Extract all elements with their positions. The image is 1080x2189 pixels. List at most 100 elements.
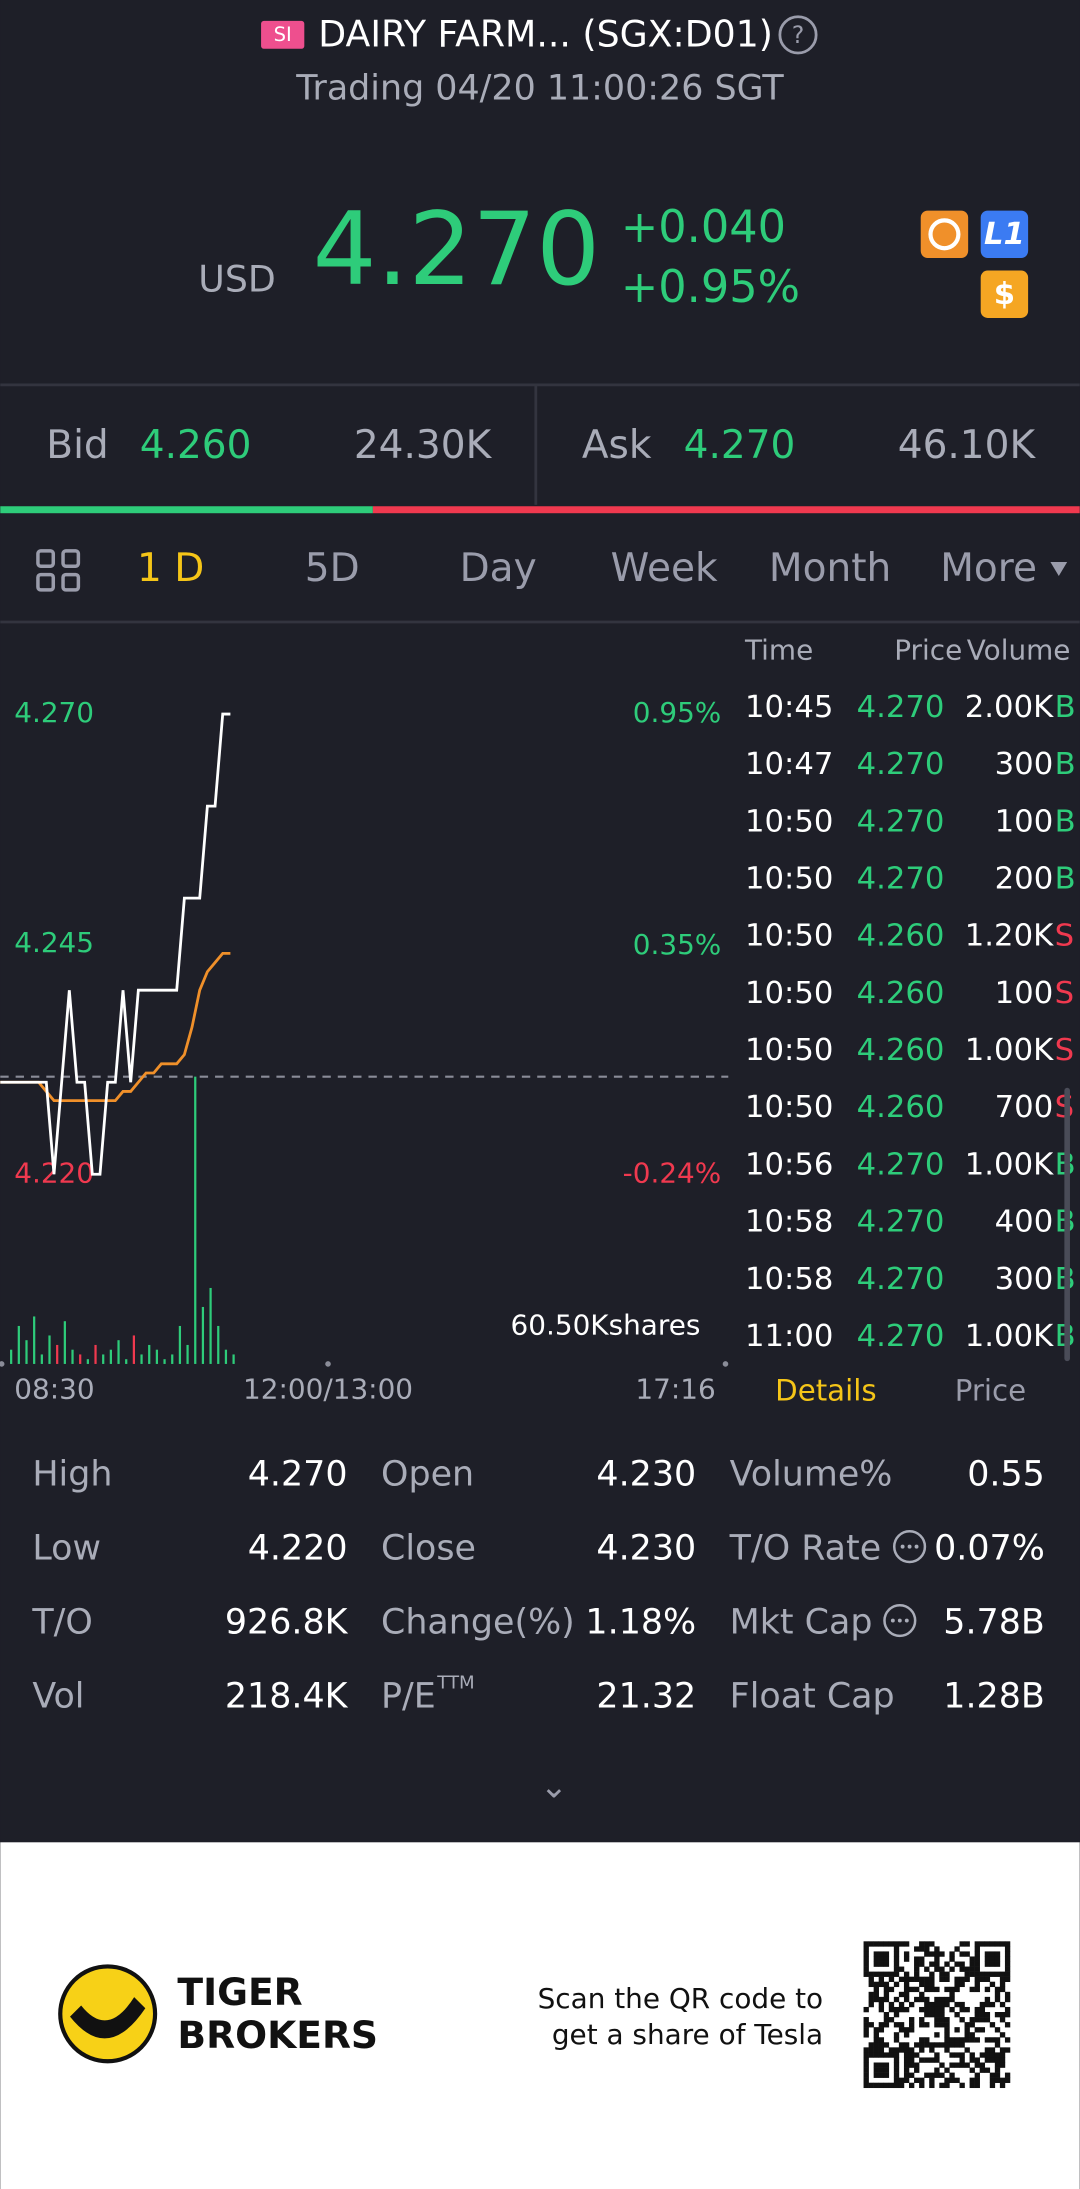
qr-cell	[903, 1956, 910, 1962]
trade-side: B	[1055, 862, 1076, 897]
trade-volume: 100	[995, 976, 1054, 1011]
qr-cell	[954, 2042, 960, 2048]
qr-cell	[979, 2062, 986, 2068]
qr-cell	[989, 1951, 996, 1957]
qr-cell	[914, 1986, 920, 1993]
detail-tab[interactable]: Details	[775, 1373, 876, 1407]
layout-icon[interactable]	[36, 549, 81, 592]
icon-glyph: $	[994, 277, 1015, 312]
qr-cell	[893, 1971, 900, 1977]
stat-label: T/O	[31, 1602, 92, 1642]
qr-cell	[863, 2032, 869, 2038]
period-tab[interactable]: More	[940, 546, 1037, 591]
qr-cell	[984, 1976, 991, 1982]
qr-cell	[1004, 1951, 1011, 1957]
qr-cell	[989, 1941, 996, 1947]
qr-cell	[914, 2077, 920, 2083]
volume-bar	[194, 1076, 197, 1364]
qr-cell	[984, 2067, 991, 2073]
period-tab[interactable]: Week	[611, 546, 718, 591]
qr-cell	[908, 1986, 915, 1993]
stat-value: 21.32	[596, 1676, 696, 1716]
info-icon[interactable]	[883, 1603, 917, 1638]
help-icon[interactable]	[778, 15, 818, 55]
qr-cell	[984, 1941, 991, 1947]
volume-bar	[109, 1349, 112, 1364]
qr-cell	[903, 2072, 910, 2078]
qr-cell	[939, 2072, 945, 2078]
trade-time: 10:50	[745, 1033, 833, 1068]
qr-cell	[908, 2017, 915, 2023]
qr-cell	[939, 1966, 945, 1972]
qr-cell	[934, 1946, 940, 1952]
detail-tab[interactable]: Price	[955, 1373, 1026, 1407]
period-tab[interactable]: Month	[769, 546, 891, 591]
trade-price: 4.260	[857, 976, 945, 1011]
qr-cell	[969, 1986, 975, 1993]
qr-cell	[989, 2001, 996, 2008]
qr-cell	[954, 2037, 960, 2043]
qr-cell	[863, 2082, 869, 2089]
icon[interactable]	[920, 210, 969, 259]
qr-cell	[929, 1971, 935, 1977]
icon[interactable]	[980, 210, 1029, 259]
footer-background	[0, 1842, 1080, 2189]
qr-cell	[868, 2052, 874, 2058]
qr-cell	[908, 2001, 915, 2008]
qr-cell	[924, 2006, 930, 2013]
qr-cell	[863, 1966, 869, 1972]
period-tab[interactable]: 1 D	[137, 546, 204, 591]
qr-cell	[863, 2072, 869, 2078]
qr-cell	[964, 2062, 970, 2068]
qr-code	[863, 1941, 1011, 2089]
qr-cell	[868, 1941, 874, 1947]
qr-cell	[919, 2047, 925, 2053]
period-tab[interactable]: Day	[460, 546, 537, 591]
period-tab[interactable]: 5D	[305, 546, 360, 591]
qr-cell	[893, 1981, 900, 1988]
qr-cell	[883, 2072, 890, 2078]
bid-price: 4.260	[140, 423, 252, 468]
qr-cell	[959, 1961, 965, 1967]
expand-chevron[interactable]: ⌄	[540, 1766, 568, 1805]
stat-value: 4.220	[248, 1528, 348, 1568]
qr-cell	[883, 1971, 890, 1977]
qr-cell	[999, 2017, 1006, 2023]
qr-cell	[908, 2057, 915, 2063]
qr-cell	[964, 2006, 970, 2013]
volume-bar	[86, 1359, 89, 1364]
volume-bar	[224, 1349, 228, 1364]
axis-dot	[0, 1361, 5, 1367]
qr-cell	[989, 1961, 996, 1967]
qr-cell	[939, 2001, 945, 2008]
volume-bar	[102, 1354, 105, 1364]
qr-cell	[919, 2077, 925, 2083]
qr-cell	[914, 2067, 920, 2073]
qr-cell	[1004, 1996, 1011, 2003]
stat-label: Close	[381, 1528, 476, 1568]
qr-cell	[959, 2037, 965, 2043]
trade-volume: 1.20K	[965, 919, 1054, 954]
qr-cell	[964, 2032, 970, 2038]
qr-cell	[873, 2027, 879, 2033]
qr-cell	[944, 1961, 950, 1967]
qr-cell	[878, 1941, 885, 1947]
info-icon[interactable]	[892, 1530, 927, 1564]
qr-cell	[914, 1976, 920, 1982]
qr-cell	[974, 1971, 980, 1977]
qr-cell	[999, 2082, 1006, 2089]
volume-bar	[155, 1349, 159, 1364]
volume-bar	[48, 1335, 51, 1364]
qr-cell	[903, 2027, 910, 2033]
qr-cell	[863, 1961, 869, 1967]
qr-cell	[939, 1951, 945, 1957]
qr-cell	[969, 2067, 975, 2073]
axis-dot	[722, 1361, 729, 1367]
qr-cell	[979, 2067, 986, 2073]
icon[interactable]	[980, 270, 1029, 318]
volume-bar	[10, 1349, 13, 1364]
qr-cell	[893, 2077, 900, 2083]
qr-cell	[883, 2052, 890, 2058]
qr-cell	[863, 2052, 869, 2058]
qr-cell	[994, 2012, 1001, 2018]
